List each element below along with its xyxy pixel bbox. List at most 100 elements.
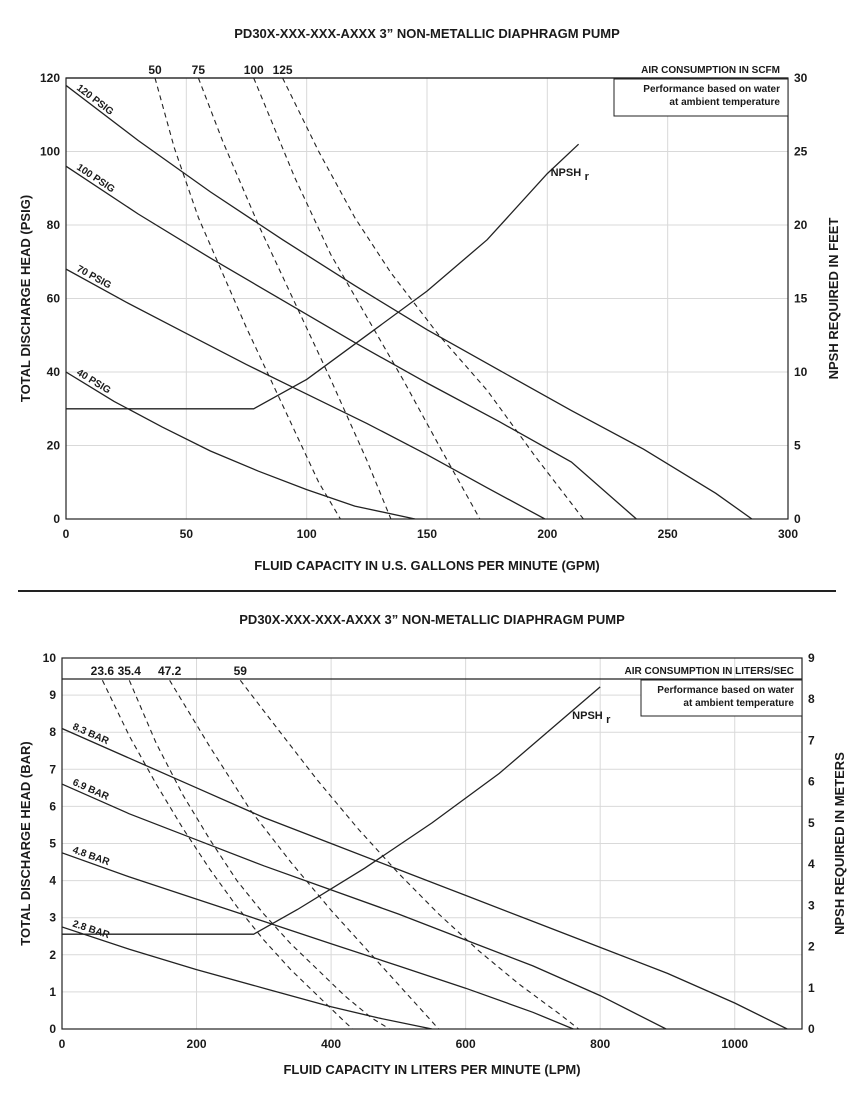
pressure-curve — [66, 84, 753, 519]
y-tick-label: 7 — [49, 762, 56, 776]
pressure-curve-label: 100 PSIG — [74, 162, 116, 195]
y-tick-label: 3 — [49, 911, 56, 925]
x-tick-label: 200 — [537, 527, 557, 541]
air-consumption-curve — [197, 78, 392, 519]
npsh-subscript: r — [606, 714, 611, 726]
air-consumption-curve — [101, 680, 353, 1029]
chart-separator — [18, 590, 836, 592]
air-consumption-curve — [128, 680, 390, 1029]
y-tick-label: 2 — [49, 948, 56, 962]
pressure-curve-label: 2.8 BAR — [71, 919, 112, 942]
chart-title: PD30X-XXX-XXX-AXXX 3” NON-METALLIC DIAPH… — [239, 612, 625, 627]
y-tick-label: 80 — [47, 218, 61, 232]
x-tick-label: 0 — [59, 1037, 66, 1051]
y2-axis-label: NPSH REQUIRED IN METERS — [832, 752, 847, 935]
y2-tick-label: 6 — [808, 775, 815, 789]
pressure-curve — [62, 926, 433, 1029]
chart-lpm: PD30X-XXX-XXX-AXXX 3” NON-METALLIC DIAPH… — [18, 612, 847, 1077]
x-tick-label: 150 — [417, 527, 437, 541]
y2-tick-label: 8 — [808, 692, 815, 706]
pressure-curve — [62, 852, 574, 1029]
note-line: Performance based on water — [643, 84, 780, 95]
x-axis-label: FLUID CAPACITY IN U.S. GALLONS PER MINUT… — [254, 558, 599, 573]
y-tick-label: 0 — [53, 512, 60, 526]
air-consumption-curve — [253, 78, 481, 519]
y2-tick-label: 1 — [808, 981, 815, 995]
note-line: at ambient temperature — [683, 698, 794, 709]
note-box — [613, 78, 789, 117]
y-axis-label: TOTAL DISCHARGE HEAD (PSIG) — [18, 195, 33, 402]
y-tick-label: 1 — [49, 985, 56, 999]
y2-tick-label: 4 — [808, 857, 815, 871]
y-tick-label: 20 — [47, 439, 61, 453]
x-tick-label: 300 — [778, 527, 798, 541]
air-consumption-label: 100 — [244, 63, 264, 77]
pressure-curve — [62, 783, 667, 1029]
y-tick-label: 0 — [49, 1022, 56, 1036]
npsh-curve — [62, 686, 601, 935]
y2-tick-label: 25 — [794, 145, 808, 159]
air-consumption-curve — [239, 679, 580, 1029]
pressure-curve-label: 4.8 BAR — [71, 845, 112, 869]
x-tick-label: 50 — [180, 527, 194, 541]
y2-tick-label: 20 — [794, 218, 808, 232]
air-consumption-label: 35.4 — [118, 664, 142, 678]
y-axis-label: TOTAL DISCHARGE HEAD (BAR) — [18, 741, 33, 945]
air-consumption-label: 75 — [192, 63, 206, 77]
air-consumption-label: 47.2 — [158, 664, 182, 678]
y2-tick-label: 15 — [794, 292, 808, 306]
note-line: Performance based on water — [657, 685, 794, 696]
air-consumption-label: 23.6 — [91, 664, 115, 678]
y-tick-label: 10 — [43, 651, 57, 665]
y-tick-label: 8 — [49, 725, 56, 739]
x-tick-label: 0 — [63, 527, 70, 541]
pressure-curve — [62, 727, 788, 1029]
y-tick-label: 6 — [49, 799, 56, 813]
y2-tick-label: 5 — [794, 439, 801, 453]
air-consumption-header: AIR CONSUMPTION IN LITERS/SEC — [625, 666, 794, 677]
air-consumption-label: 125 — [273, 63, 293, 77]
x-tick-label: 400 — [321, 1037, 341, 1051]
npsh-curve — [66, 143, 580, 410]
y2-tick-label: 7 — [808, 733, 815, 747]
y2-tick-label: 9 — [808, 651, 815, 665]
y2-tick-label: 0 — [808, 1022, 815, 1036]
y-tick-label: 40 — [47, 365, 61, 379]
x-tick-label: 200 — [187, 1037, 207, 1051]
air-consumption-header: AIR CONSUMPTION IN SCFM — [641, 65, 780, 76]
chart-gpm: PD30X-XXX-XXX-AXXX 3” NON-METALLIC DIAPH… — [18, 26, 841, 573]
y2-tick-label: 5 — [808, 816, 815, 830]
x-tick-label: 250 — [658, 527, 678, 541]
x-tick-label: 600 — [456, 1037, 476, 1051]
y2-tick-label: 10 — [794, 365, 808, 379]
pressure-curve — [66, 268, 546, 519]
air-consumption-curve — [154, 78, 341, 519]
y-tick-label: 100 — [40, 145, 60, 159]
y2-tick-label: 3 — [808, 898, 815, 912]
air-consumption-label: 50 — [148, 63, 162, 77]
y-tick-label: 5 — [49, 837, 56, 851]
y2-tick-label: 0 — [794, 512, 801, 526]
x-axis-label: FLUID CAPACITY IN LITERS PER MINUTE (LPM… — [283, 1062, 580, 1077]
y2-axis-label: NPSH REQUIRED IN FEET — [826, 218, 841, 380]
npsh-label: NPSH — [551, 167, 582, 179]
air-consumption-label: 59 — [234, 664, 248, 678]
air-consumption-curve — [282, 78, 584, 519]
x-tick-label: 800 — [590, 1037, 610, 1051]
pressure-curve — [66, 371, 416, 519]
npsh-subscript: r — [585, 171, 590, 183]
npsh-label: NPSH — [572, 710, 603, 722]
y-tick-label: 4 — [49, 874, 56, 888]
chart-title: PD30X-XXX-XXX-AXXX 3” NON-METALLIC DIAPH… — [234, 26, 620, 41]
x-tick-label: 100 — [297, 527, 317, 541]
y-tick-label: 9 — [49, 688, 56, 702]
note-line: at ambient temperature — [669, 97, 780, 108]
x-tick-label: 1000 — [721, 1037, 748, 1051]
y-tick-label: 120 — [40, 71, 60, 85]
y2-tick-label: 2 — [808, 940, 815, 954]
y-tick-label: 60 — [47, 292, 61, 306]
air-consumption-curve — [169, 680, 440, 1029]
pressure-curve-label: 120 PSIG — [74, 83, 115, 118]
y2-tick-label: 30 — [794, 71, 808, 85]
